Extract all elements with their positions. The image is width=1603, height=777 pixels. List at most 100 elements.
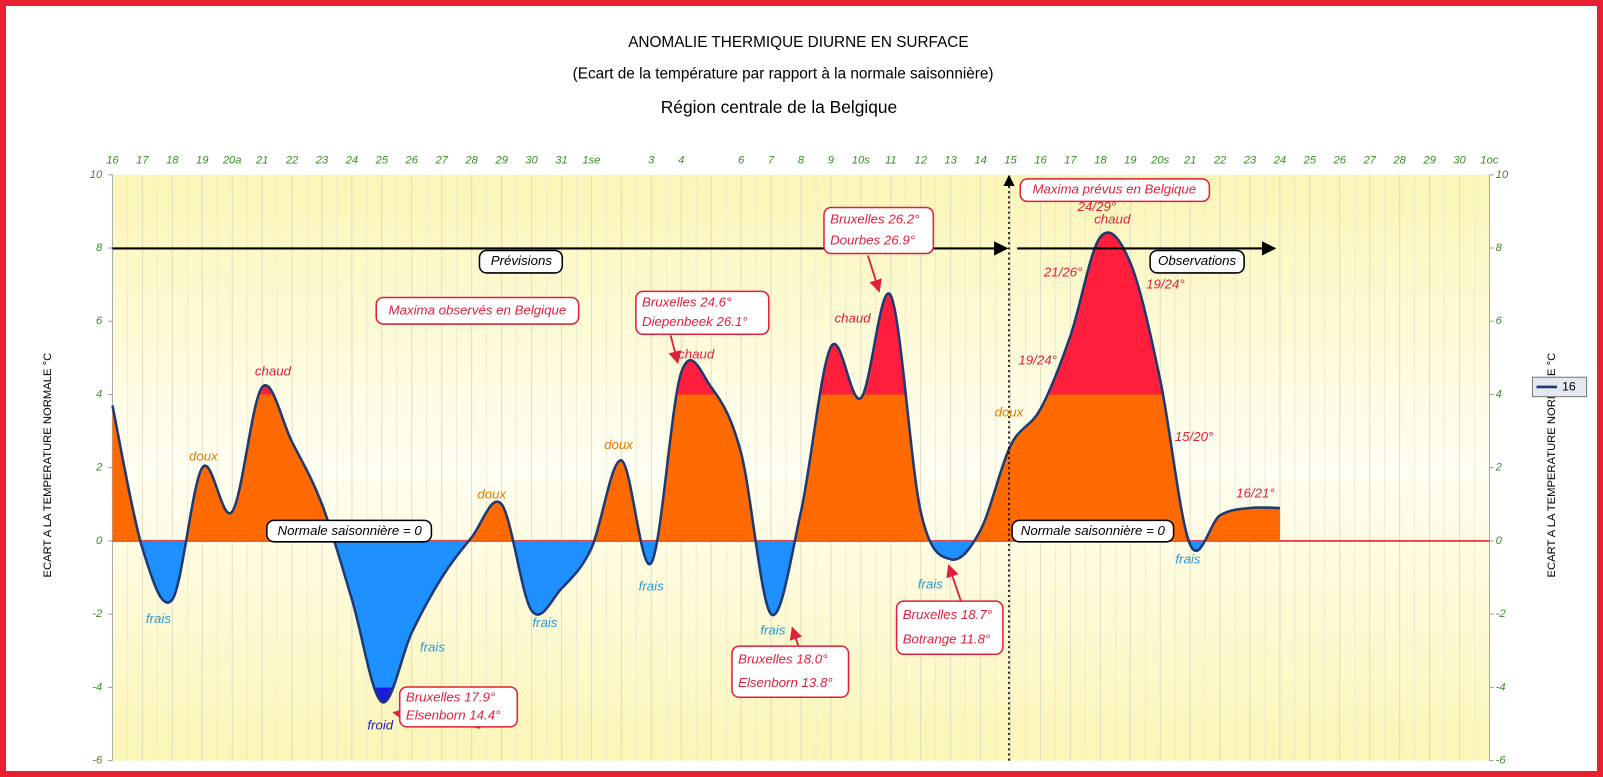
annotation: 24/29° [1077, 199, 1117, 214]
annotation: froid [367, 717, 393, 732]
x-tick-label: 28 [1392, 154, 1406, 166]
y2-tick-label: 2 [1495, 462, 1503, 474]
x-tick-label: 25 [1303, 154, 1317, 166]
series-line [111, 231, 1280, 704]
annotation: chaud [678, 346, 715, 361]
x-tick-label: 19 [1124, 154, 1137, 166]
legend-label: 16 [1562, 380, 1576, 394]
annotation: Maxima prévus en Belgique [1032, 182, 1196, 197]
x-tick-label: 21 [255, 154, 269, 166]
annotation: frais [918, 576, 943, 591]
y2-tick-label: -4 [1496, 681, 1506, 693]
callout-box [731, 645, 850, 698]
x-tick-label: 18 [1094, 154, 1107, 166]
annotation: frais [760, 622, 785, 637]
callout-box [895, 600, 1004, 656]
annotation: chaud [835, 310, 872, 325]
y2-tick-label: -6 [1496, 755, 1507, 767]
x-tick-label: 21 [1183, 154, 1197, 166]
x-tick-label: 20a [222, 154, 242, 166]
annotation-box [266, 519, 433, 543]
annotation-box [1011, 519, 1175, 543]
x-tick-label: 30 [525, 154, 538, 166]
x-tick-label: 7 [768, 154, 775, 166]
x-tick-label: 26 [1333, 154, 1347, 166]
callout-arrow [668, 335, 682, 365]
x-tick-label: 30 [1453, 154, 1466, 166]
x-tick-label: 16 [1034, 154, 1047, 166]
y2-tick-label: 10 [1496, 169, 1509, 181]
y2-tick-label: 8 [1496, 242, 1503, 254]
x-tick-label: 6 [738, 154, 745, 166]
y-tick-label: 4 [96, 388, 102, 400]
x-tick-label: 27 [434, 154, 448, 166]
x-tick-label: 17 [1064, 154, 1077, 166]
callout-text: Bruxelles 18.7° [903, 607, 992, 622]
x-tick-label: 3 [648, 154, 655, 166]
x-tick-label: 10s [852, 154, 870, 166]
annotation: doux [189, 448, 219, 463]
callout-arrow [789, 626, 803, 647]
x-tick-label: 26 [405, 154, 419, 166]
x-tick-label: 1oc [1480, 154, 1498, 166]
x-tick-label: 12 [914, 154, 927, 166]
y-tick-label: 2 [95, 462, 103, 474]
y-tick-label: 10 [90, 169, 103, 181]
x-tick-label: 8 [798, 154, 805, 166]
x-tick-label: 22 [285, 154, 299, 166]
annotation: Observations [1158, 253, 1237, 268]
legend-box [1531, 376, 1588, 398]
x-tick-label: 23 [315, 154, 329, 166]
y-tick-label: 8 [96, 242, 103, 254]
callout-text: Bruxelles 18.0° [738, 651, 827, 666]
y-axis-label: ECART A LA TEMPERATURE NORMALE °C [42, 353, 54, 578]
x-tick-label: 24 [1273, 154, 1287, 166]
callout-text: Dourbes 26.9° [830, 233, 915, 248]
annotation: Maxima observés en Belgique [389, 302, 567, 317]
x-tick-label: 11 [885, 154, 897, 166]
x-tick-label: 17 [136, 154, 149, 166]
chart-subtitle: (Ecart de la température par rapport à l… [573, 66, 994, 83]
callout-box [398, 686, 519, 728]
x-tick-label: 28 [464, 154, 478, 166]
callout-box [635, 290, 770, 336]
annotation: 19/24° [1146, 277, 1185, 292]
x-tick-label: 25 [375, 154, 389, 166]
chart-title: ANOMALIE THERMIQUE DIURNE EN SURFACE [628, 34, 968, 51]
x-tick-label: 4 [678, 154, 684, 166]
annotation-box [375, 296, 580, 325]
callout-text: Botrange 11.8° [903, 631, 991, 646]
annotation: Prévisions [491, 253, 553, 268]
x-tick-label: 15 [1004, 154, 1017, 166]
annotation: 16/21° [1236, 485, 1275, 500]
callout-text: Bruxelles 17.9° [406, 689, 495, 704]
x-tick-label: 16 [106, 154, 119, 166]
annotation-box [1019, 178, 1211, 203]
annotation: 15/20° [1175, 429, 1214, 444]
annotation: 21/26° [1043, 264, 1083, 279]
annotation: frais [420, 640, 445, 655]
y-tick-label: -6 [92, 755, 103, 767]
annotation: Normale saisonnière = 0 [1021, 523, 1166, 538]
annotation: Normale saisonnière = 0 [278, 523, 423, 538]
callout-arrow [946, 564, 962, 602]
y2-tick-label: 6 [1496, 315, 1503, 327]
region: Région centrale de la Belgique [661, 97, 897, 117]
y2-tick-label: 0 [1496, 535, 1503, 547]
y-tick-label: -2 [92, 608, 103, 620]
area [258, 232, 1164, 395]
callout-text: Bruxelles 26.2° [830, 211, 919, 226]
callout-text: Elsenborn 14.4° [406, 708, 501, 723]
y2-tick-label: -2 [1496, 608, 1507, 620]
y2-axis-label: ECART A LA TEMPERATURE NORMALE °C [1546, 353, 1558, 578]
annotation: doux [604, 437, 634, 452]
x-tick-label: 13 [944, 154, 957, 166]
annotation: frais [639, 578, 664, 593]
y-tick-label: -4 [92, 681, 102, 693]
x-tick-label: 1se [582, 154, 600, 166]
annotation: doux [477, 486, 507, 501]
annotation: frais [532, 615, 557, 630]
x-tick-label: 31 [555, 154, 568, 166]
